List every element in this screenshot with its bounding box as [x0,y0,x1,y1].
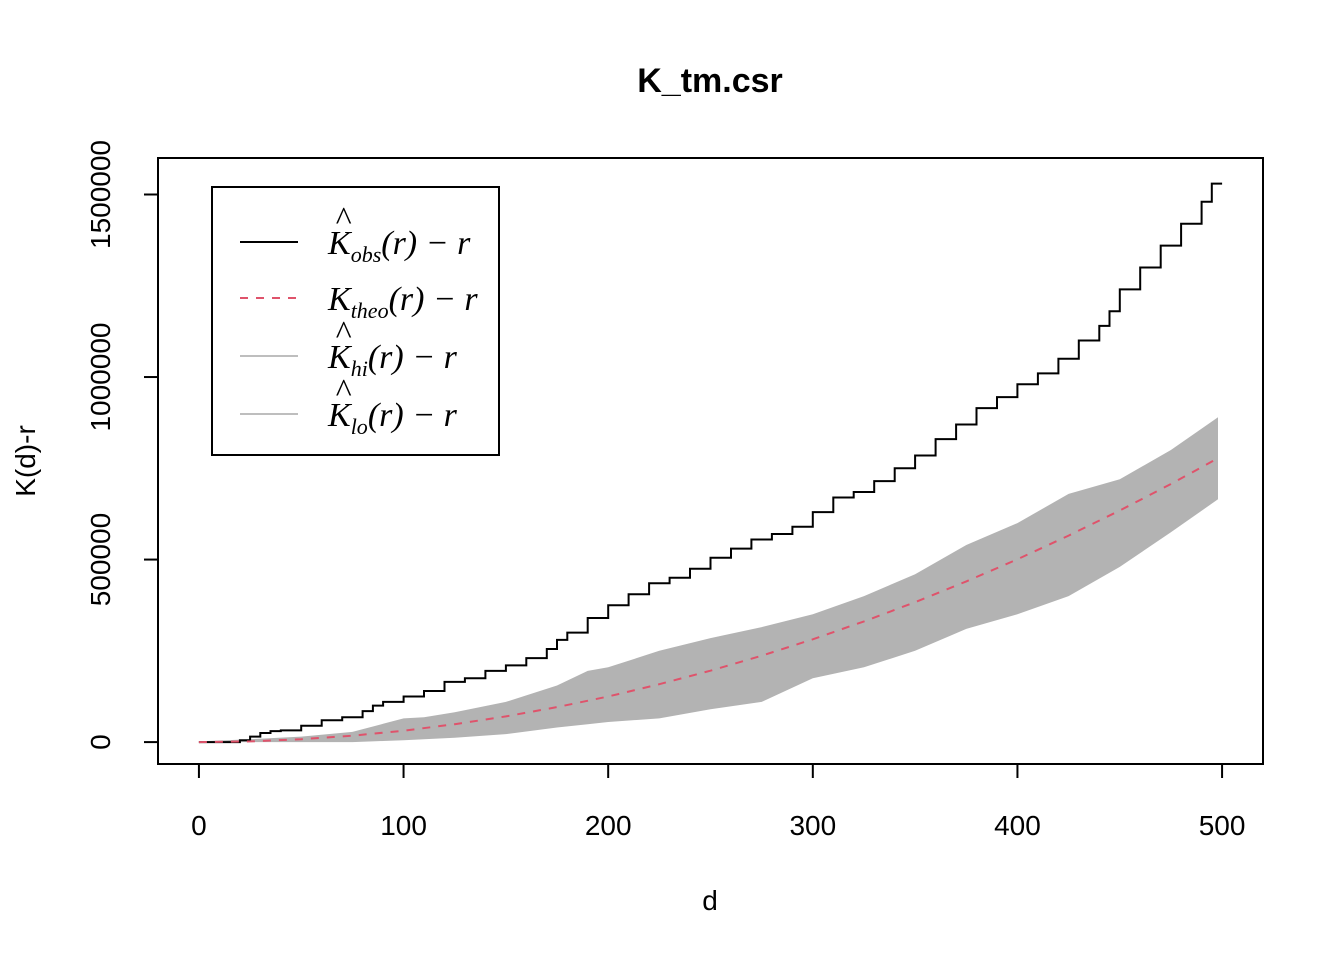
legend-hat-hi: ^ [335,315,352,352]
y-tick-label: 0 [85,734,116,750]
y-tick-label: 500000 [85,513,116,606]
x-axis: 0 100 200 300 400 500 [191,764,1245,841]
legend-hat-lo: ^ [335,373,352,410]
x-tick-label: 400 [994,810,1041,841]
x-tick-label: 200 [585,810,632,841]
y-tick-label: 1500000 [85,140,116,249]
x-tick-label: 300 [789,810,836,841]
x-axis-label: d [702,885,718,916]
y-tick-label: 1000000 [85,323,116,432]
envelope-band-layer [198,417,1218,743]
y-axis: 0 500000 1000000 1500000 [85,140,158,750]
legend-label-hi: Khi(r) − r [327,339,458,381]
y-axis-label: K(d)-r [10,425,41,497]
plot-box [157,157,1264,765]
legend-label-theo: Ktheo(r) − r [327,281,478,323]
series-line-theo [198,457,1219,744]
x-tick-label: 0 [191,810,207,841]
legend-label-lo: Klo(r) − r [327,397,458,439]
legend-label-obs: Kobs(r) − r [327,225,471,267]
envelope-band [198,417,1218,743]
legend-hat-obs: ^ [335,201,352,238]
x-tick-label: 500 [1199,810,1246,841]
series-layer [198,182,1223,744]
legend-box [211,186,500,456]
series-line-obs [198,182,1223,744]
x-tick-label: 100 [380,810,427,841]
chart-title: K_tm.csr [637,62,783,100]
